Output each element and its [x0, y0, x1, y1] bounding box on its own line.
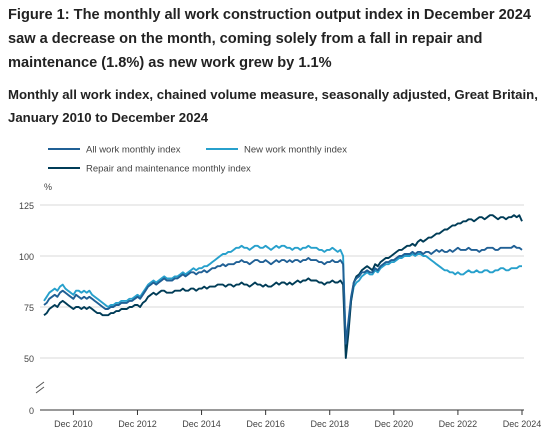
x-tick-label: Dec 2024	[503, 419, 542, 429]
legend-label: All work monthly index	[86, 145, 181, 156]
x-tick-label: Dec 2022	[439, 419, 478, 429]
plot-area	[43, 214, 523, 359]
chart-legend: All work monthly index New work monthly i…	[48, 145, 347, 175]
y-tick-label: 125	[19, 201, 34, 211]
series-line-1	[43, 244, 522, 351]
y-tick-label: 100	[19, 252, 34, 262]
series-line-2	[43, 214, 523, 359]
x-tick-label: Dec 2018	[310, 419, 349, 429]
series-line-0	[43, 244, 523, 345]
y-tick-label: 75	[24, 303, 34, 313]
y-tick-label: 50	[24, 354, 34, 364]
axis-break-mark	[35, 381, 45, 394]
figure-title: Figure 1: The monthly all work construct…	[8, 7, 532, 71]
legend-label: New work monthly index	[244, 145, 347, 156]
y-unit-label: %	[44, 182, 52, 192]
y-tick-label: 0	[29, 406, 34, 416]
figure-subtitle: Monthly all work index, chained volume m…	[8, 87, 538, 125]
x-tick-label: Dec 2016	[246, 419, 285, 429]
x-axis: Dec 2010 Dec 2012 Dec 2014 Dec 2016 Dec 2018…	[40, 409, 542, 429]
x-tick-label: Dec 2014	[182, 419, 221, 429]
y-axis: 0 50 75 100 125%	[19, 182, 52, 416]
legend-label: Repair and maintenance monthly index	[86, 164, 251, 175]
x-tick-label: Dec 2010	[54, 419, 93, 429]
x-tick-label: Dec 2020	[375, 419, 414, 429]
x-tick-label: Dec 2012	[118, 419, 157, 429]
